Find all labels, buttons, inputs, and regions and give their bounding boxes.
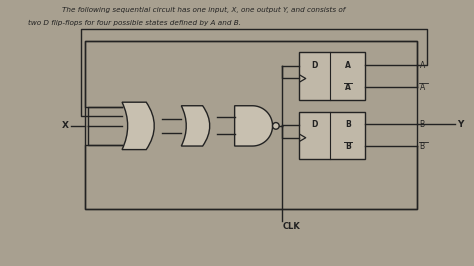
Circle shape [273, 123, 279, 129]
Bar [299, 112, 365, 159]
Text: Y: Y [457, 120, 464, 129]
Bar [299, 52, 365, 100]
Text: B: B [345, 142, 351, 151]
PathPatch shape [181, 106, 210, 146]
Text: A: A [345, 82, 351, 92]
Text: B: B [419, 142, 425, 151]
Text: D: D [311, 120, 318, 130]
Text: D: D [311, 61, 318, 70]
PathPatch shape [122, 102, 155, 149]
Text: B: B [345, 120, 351, 129]
Text: B: B [419, 120, 425, 129]
Bar [85, 41, 417, 209]
Text: A: A [419, 61, 425, 70]
Text: A: A [419, 82, 425, 92]
Text: X: X [62, 121, 69, 130]
Text: two D flip-flops for four possible states defined by A and B.: two D flip-flops for four possible state… [28, 20, 241, 26]
Text: The following sequential circuit has one input, X, one output Y, and consists of: The following sequential circuit has one… [62, 7, 345, 14]
Text: CLK: CLK [283, 222, 301, 231]
Text: A: A [345, 61, 351, 70]
PathPatch shape [235, 106, 273, 146]
